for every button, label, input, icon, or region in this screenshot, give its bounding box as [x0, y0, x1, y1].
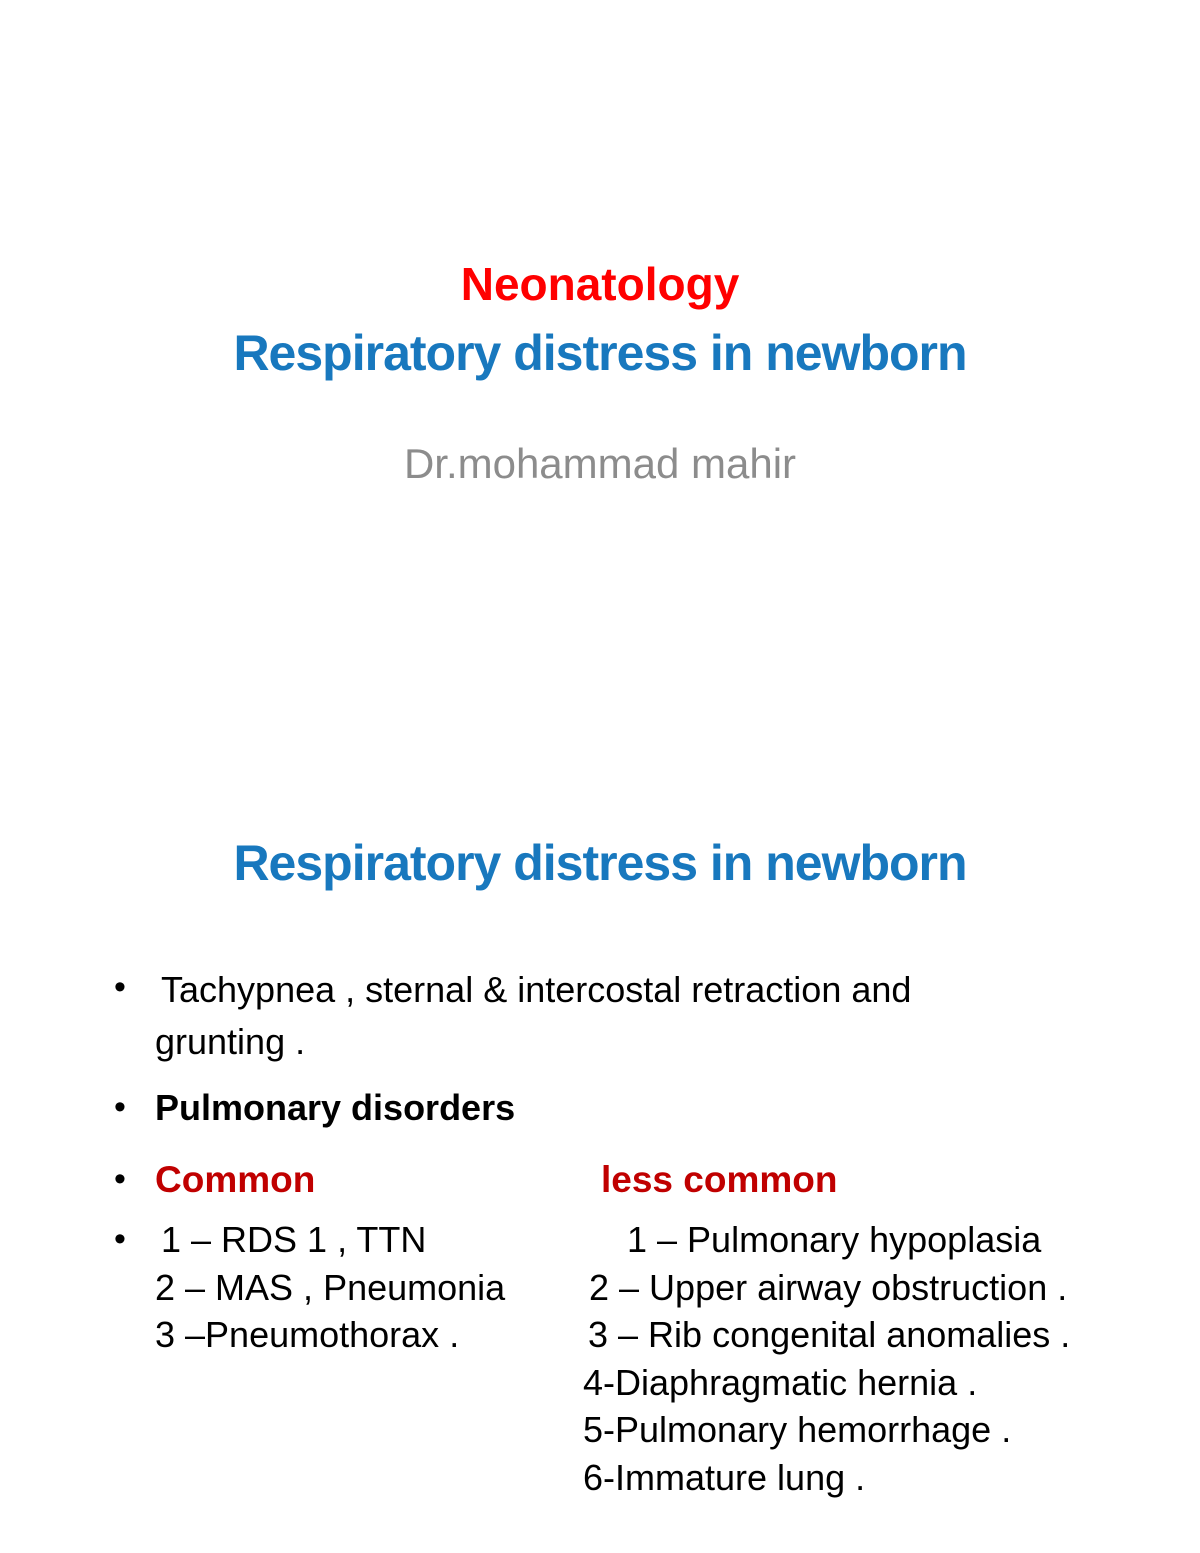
- common-column-heading: Common: [155, 1159, 316, 1200]
- list-item: 4-Diaphragmatic hernia .: [583, 1361, 978, 1403]
- bullet-signs-line2: grunting .: [155, 1021, 306, 1062]
- bullet-signs-text: Tachypnea , sternal & intercostal retrac…: [155, 964, 911, 1068]
- common-causes-list: 1 – RDS 1 , TTN 2 – MAS , Pneumonia 3 –P…: [155, 1216, 505, 1359]
- list-item: 1 – Pulmonary hypoplasia: [627, 1219, 1042, 1260]
- list-item: 2 – Upper airway obstruction .: [589, 1266, 1068, 1308]
- slide1-author-subtitle: Dr.mohammad mahir: [403, 440, 797, 487]
- slide1-title-neonatology: Neonatology: [460, 258, 740, 310]
- slide2-title-respiratory-distress: Respiratory distress in newborn: [233, 835, 967, 891]
- bullet-icon: •: [114, 1088, 126, 1126]
- list-item: 3 – Rib congenital anomalies .: [588, 1314, 1071, 1355]
- list-item: 2 – MAS , Pneumonia: [155, 1266, 506, 1308]
- bullet-icon: •: [114, 1220, 126, 1258]
- less-common-column-heading: less common: [601, 1159, 838, 1200]
- list-item: 6-Immature lung .: [583, 1456, 866, 1498]
- bullet-icon: •: [114, 968, 126, 1006]
- list-item: 1 – RDS 1 , TTN: [161, 1219, 427, 1260]
- bullet-signs-line1: Tachypnea , sternal & intercostal retrac…: [161, 969, 912, 1010]
- less-common-causes-list: 1 – Pulmonary hypoplasia 2 – Upper airwa…: [583, 1216, 1070, 1501]
- list-item: 5-Pulmonary hemorrhage .: [583, 1409, 1012, 1450]
- pulmonary-disorders-heading: Pulmonary disorders: [155, 1087, 516, 1128]
- slide1-title-respiratory-distress: Respiratory distress in newborn: [233, 325, 967, 381]
- list-item: 3 –Pneumothorax .: [155, 1314, 460, 1355]
- bullet-icon: •: [114, 1160, 126, 1198]
